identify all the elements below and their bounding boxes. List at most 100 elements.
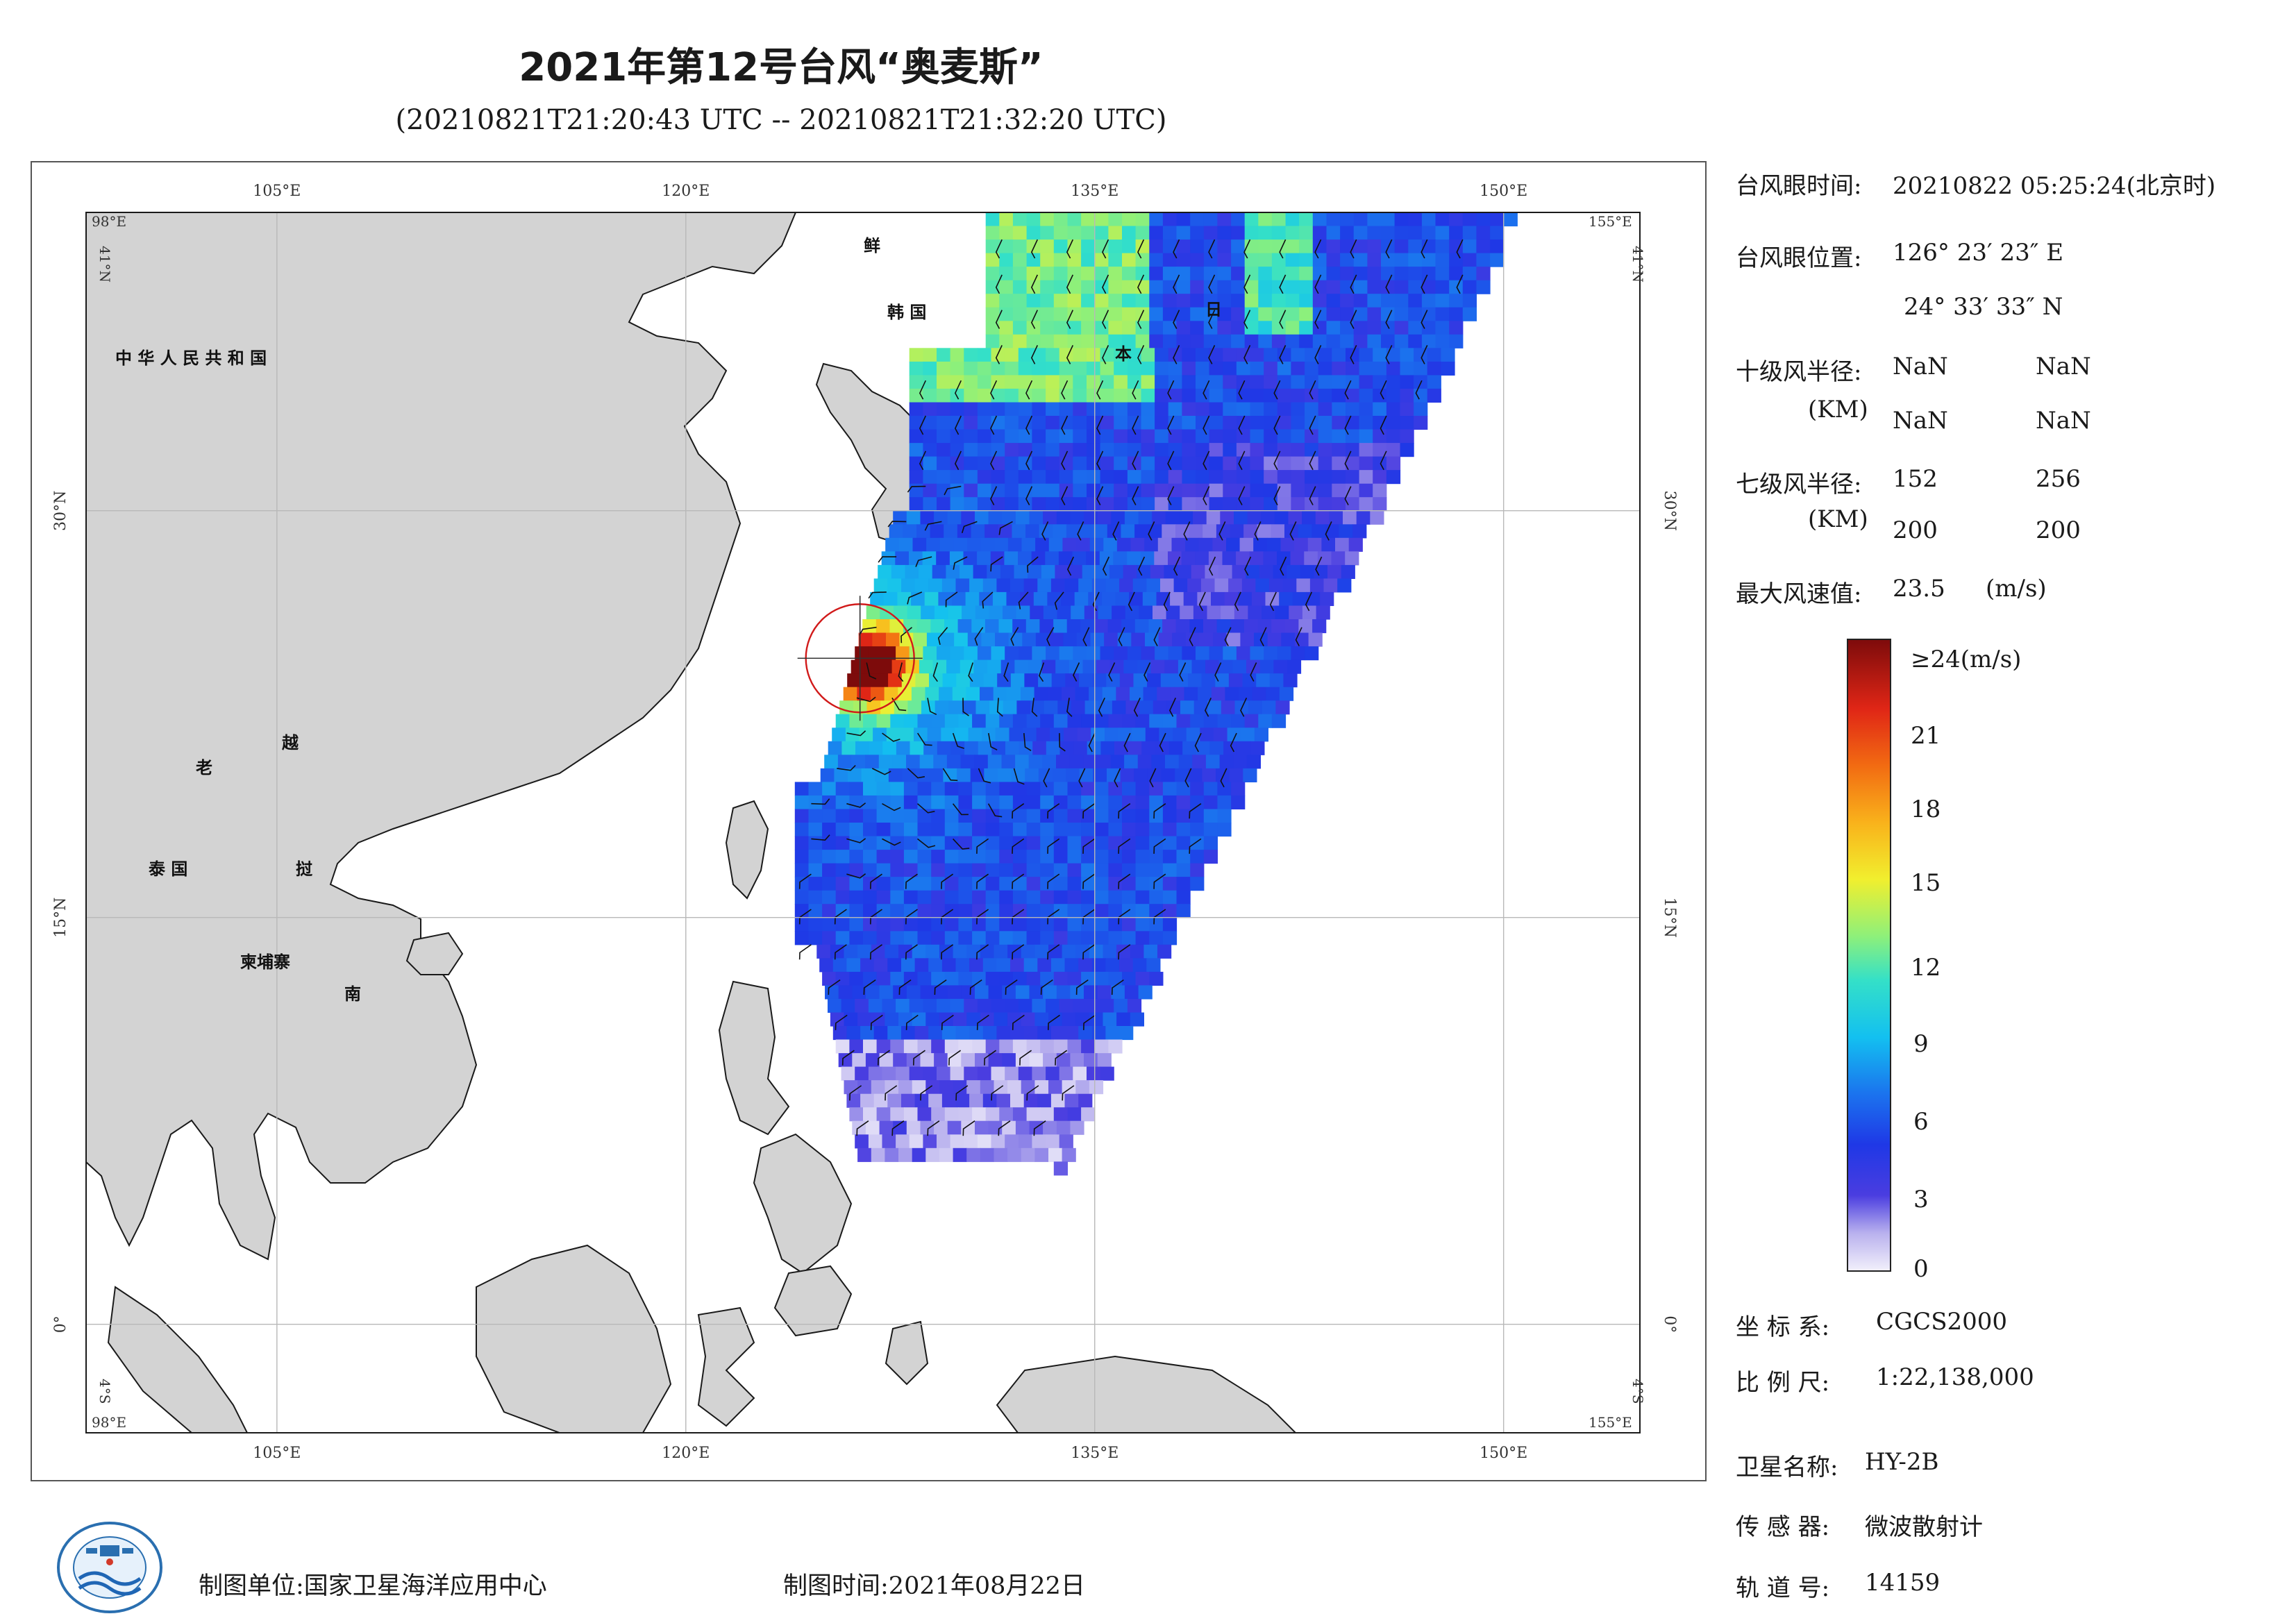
label-thailand: 泰 国 [149,859,187,879]
typhoon-radius-marker [797,596,923,721]
colorbar-tick-6: 6 [1913,1108,1929,1136]
colorbar-tick-12: 12 [1911,954,1941,982]
nsoas-logo-icon [57,1522,162,1613]
r7-label: 七级风半径: [1736,471,1862,498]
lat-tick-label: 0° [1661,1315,1678,1333]
label-vietnam-2: 南 [344,984,361,1004]
eye-latitude: 24° 33′ 33″ N [1904,293,2063,321]
producer-label: 制图单位: [199,1572,304,1600]
crs-value: CGCS2000 [1876,1308,2008,1336]
colorbar [1847,639,1891,1272]
footer-producer: 制图单位:国家卫星海洋应用中心 [199,1566,547,1601]
orbit-value: 14159 [1865,1569,1941,1597]
label-vietnam-mid: 挝 [296,859,313,879]
r10-value-3: NaN [1893,407,1948,435]
map-frame: 中 华 人 民 共 和 国 鲜 韩 国 日 本 老 越 挝 泰 国 柬埔寨 南 … [31,161,1707,1481]
asia-mainland [86,212,797,1261]
graticule [86,212,1640,1433]
eye-time-label: 台风眼时间: [1736,172,1862,200]
lon-tick-label: 135°E [1071,1445,1118,1462]
r10-value-4: NaN [2036,407,2091,435]
colorbar-tick-15: 15 [1911,869,1941,897]
label-vietnam-1: 越 [282,733,299,752]
lon-tick-label: 120°E [662,183,710,200]
scale-label: 比 例 尺: [1736,1369,1830,1397]
corner-br-lat: 4°S [1629,1379,1646,1404]
crs-label: 坐 标 系: [1736,1313,1830,1341]
lon-tick-label: 120°E [662,1445,710,1462]
corner-bl-lat: 4°S [97,1379,113,1404]
eye-crosshair [797,596,923,721]
lat-tick-label: 30°N [52,491,69,531]
sensor-value: 微波散射计 [1865,1513,1983,1541]
eye-longitude: 126° 23′ 23″ E [1893,239,2064,267]
r7-value-1: 152 [1893,465,1938,493]
colorbar-tick-0: 0 [1913,1255,1929,1283]
orbit-label: 轨 道 号: [1736,1574,1830,1602]
max-wind-value: 23.5 [1893,575,1945,603]
corner-bl-lon: 98°E [92,1414,126,1431]
colorbar-tick-21: 21 [1911,722,1941,750]
label-japan-1: 日 [1205,300,1222,319]
r10-label: 十级风半径: [1736,358,1862,386]
map-border [85,212,1641,1433]
lat-tick-label: 15°N [1661,898,1678,938]
r10-value-1: NaN [1893,353,1948,380]
scale-value: 1:22,138,000 [1876,1363,2034,1391]
date-label: 制图时间: [783,1572,889,1600]
r7-value-4: 200 [2036,516,2081,544]
label-korea-n: 鲜 [864,236,880,255]
producer-value: 国家卫星海洋应用中心 [303,1572,547,1600]
satellite-value: HY-2B [1865,1448,1939,1476]
corner-br-lon: 155°E [1589,1414,1632,1431]
sulawesi [697,1306,755,1427]
label-china: 中 华 人 民 共 和 国 [115,348,267,368]
sumatra [107,1286,249,1433]
sensor-label: 传 感 器: [1736,1513,1830,1541]
r7-value-2: 256 [2036,465,2081,493]
luzon [718,980,790,1136]
mindanao [773,1265,853,1337]
hainan [405,932,464,975]
colorbar-tick-3: 3 [1913,1186,1929,1213]
map-subtitle: (20210821T21:20:43 UTC -- 20210821T21:32… [395,104,1167,136]
r10-unit: (KM) [1808,396,1868,423]
lon-tick-label: 105°E [253,183,301,200]
footer-date: 制图时间:2021年08月22日 [783,1566,1085,1601]
eye-position-label: 台风眼位置: [1736,244,1862,272]
taiwan [725,800,769,900]
lon-tick-label: 135°E [1071,183,1118,200]
colorbar-top-label: ≥24(m/s) [1911,646,2022,673]
lon-tick-label: 105°E [253,1445,301,1462]
lon-tick-label: 150°E [1480,1445,1527,1462]
land-masses [86,212,1339,1433]
date-value: 2021年08月22日 [888,1572,1085,1600]
r7-unit: (KM) [1808,505,1868,533]
halmahera [885,1320,929,1386]
max-wind-label: 最大风速值: [1736,580,1862,608]
colorbar-tick-18: 18 [1911,796,1941,823]
wind-field-map[interactable]: 中 华 人 民 共 和 国 鲜 韩 国 日 本 老 越 挝 泰 国 柬埔寨 南 … [32,162,1708,1483]
new-guinea [996,1355,1297,1433]
lat-tick-label: 0° [52,1315,69,1333]
eye-time-value: 20210822 05:25:24(北京时) [1893,172,2216,200]
map-title: 2021年第12号台风“奥麦斯” [519,45,1044,90]
corner-tl-lat: 41°N [97,246,113,283]
r10-value-2: NaN [2036,353,2091,380]
philippines-south [753,1133,853,1275]
lon-tick-label: 150°E [1480,183,1527,200]
wind-speed-swath [794,212,1518,1176]
colorbar-tick-9: 9 [1913,1030,1929,1058]
label-korea-s: 韩 国 [887,303,926,322]
lat-tick-label: 15°N [52,898,69,938]
corner-tr-lat: 41°N [1629,246,1646,283]
label-cambodia: 柬埔寨 [240,952,290,972]
borneo [476,1244,672,1433]
corner-tr-lon: 155°E [1589,213,1632,230]
lat-tick-label: 30°N [1661,491,1678,531]
corner-tl-lon: 98°E [92,213,126,230]
wind-barbs [798,239,1464,1136]
label-laos: 老 [196,758,212,777]
max-wind-unit: (m/s) [1986,575,2047,603]
satellite-label: 卫星名称: [1736,1454,1838,1481]
